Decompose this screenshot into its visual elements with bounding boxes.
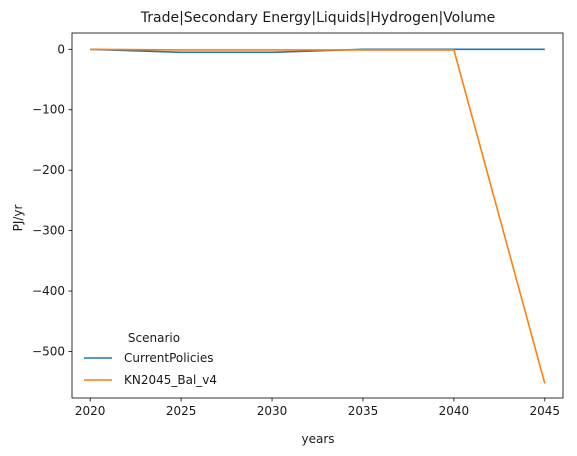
x-tick-label: 2030 <box>257 404 288 418</box>
legend-label: KN2045_Bal_v4 <box>124 373 217 387</box>
legend-title: Scenario <box>128 331 180 345</box>
y-tick-label: −300 <box>32 224 65 238</box>
y-tick-label: −500 <box>32 344 65 358</box>
x-axis: 2020 2025 2030 2035 2040 2045 <box>75 398 560 418</box>
x-tick-label: 2035 <box>348 404 379 418</box>
series-line-currentpolicies <box>90 48 545 54</box>
y-tick-label: −100 <box>32 103 65 117</box>
x-tick-label: 2045 <box>530 404 561 418</box>
x-tick-label: 2040 <box>439 404 470 418</box>
legend-label: CurrentPolicies <box>124 351 213 365</box>
series-layer <box>90 48 546 384</box>
x-tick-label: 2025 <box>166 404 197 418</box>
y-tick-label: −200 <box>32 163 65 177</box>
legend: Scenario CurrentPolicies KN2045_Bal_v4 <box>84 331 217 387</box>
chart-title: Trade|Secondary Energy|Liquids|Hydrogen|… <box>140 10 495 26</box>
y-axis-label: PJ/yr <box>11 205 25 232</box>
y-tick-label: −400 <box>32 284 65 298</box>
x-axis-label: years <box>301 432 334 446</box>
y-axis: 0 −100 −200 −300 −400 −500 <box>32 42 72 358</box>
axes-frame <box>71 32 564 399</box>
x-tick-label: 2020 <box>75 404 106 418</box>
series-line-kn2045-bal-v4 <box>90 48 546 384</box>
y-tick-label: 0 <box>57 42 65 56</box>
